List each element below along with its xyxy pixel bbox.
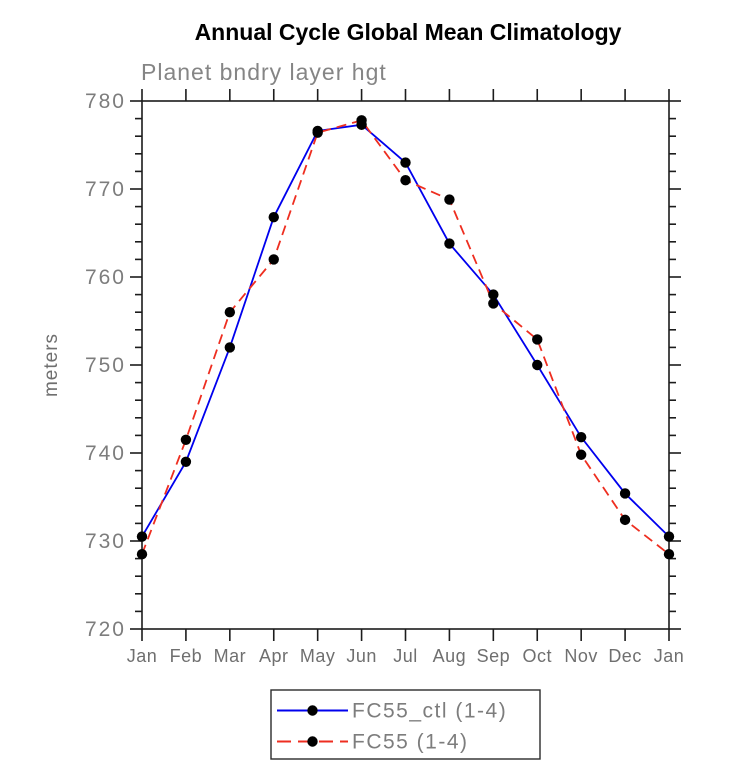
month-label: May bbox=[300, 646, 336, 666]
y-tick-label: 750 bbox=[85, 354, 126, 377]
y-tick-label: 730 bbox=[85, 530, 126, 553]
plot-legend: FC55_ctl (1-4) FC55 (1-4) bbox=[270, 689, 541, 760]
data-point-fc55 bbox=[356, 115, 367, 126]
month-label: Jun bbox=[346, 646, 377, 666]
data-point-fc55 bbox=[312, 127, 323, 138]
data-point-fc55 bbox=[268, 254, 279, 265]
chart-title: Annual Cycle Global Mean Climatology bbox=[195, 19, 622, 45]
data-point-fc55-ctl bbox=[663, 531, 675, 542]
month-label: Sep bbox=[477, 646, 511, 666]
data-point-fc55 bbox=[575, 449, 587, 460]
data-point-fc55-ctl bbox=[575, 431, 587, 443]
month-label: Mar bbox=[214, 646, 247, 666]
y-tick-label: 740 bbox=[85, 442, 126, 465]
legend-box bbox=[270, 689, 541, 760]
y-tick-label: 760 bbox=[85, 266, 126, 289]
legend-label: FC55 (1-4) bbox=[352, 731, 469, 754]
legend-marker bbox=[307, 705, 318, 716]
data-point-fc55-ctl bbox=[400, 157, 411, 168]
data-point-fc55 bbox=[224, 307, 236, 318]
y-axis-label: meters bbox=[41, 333, 62, 397]
chart-subtitle: Planet bndry layer hgt bbox=[141, 59, 387, 85]
data-point-fc55-ctl bbox=[488, 289, 499, 300]
plot-series bbox=[136, 115, 675, 560]
data-point-fc55 bbox=[619, 514, 631, 526]
data-point-fc55 bbox=[136, 549, 148, 560]
data-point-fc55-ctl bbox=[532, 359, 543, 371]
month-label: Aug bbox=[433, 646, 467, 666]
y-tick-label: 720 bbox=[85, 618, 126, 641]
data-point-fc55 bbox=[180, 434, 192, 445]
plot-axes: 720 730 740 750 760 770 780 Jan Feb Mar Apr May Jun J… bbox=[85, 89, 684, 666]
legend-marker bbox=[307, 736, 318, 747]
data-point-fc55 bbox=[444, 194, 455, 205]
data-point-fc55-ctl bbox=[180, 456, 192, 467]
data-point-fc55-ctl bbox=[268, 211, 279, 223]
month-label: Jul bbox=[393, 646, 418, 666]
month-label: Jan bbox=[127, 646, 158, 666]
month-label: Oct bbox=[522, 646, 552, 666]
data-point-fc55-ctl bbox=[444, 238, 455, 249]
month-label: Feb bbox=[170, 646, 203, 666]
y-tick-label: 780 bbox=[85, 90, 126, 113]
month-label: Jan bbox=[654, 646, 685, 666]
data-point-fc55 bbox=[532, 334, 543, 345]
month-label: Nov bbox=[564, 646, 598, 666]
series-line-fc55-ctl bbox=[141, 123, 670, 538]
data-point-fc55 bbox=[488, 298, 499, 309]
data-point-fc55-ctl bbox=[224, 342, 236, 353]
y-tick-label: 770 bbox=[85, 178, 126, 201]
data-point-fc55-ctl bbox=[136, 531, 148, 542]
month-label: Dec bbox=[608, 646, 642, 666]
data-point-fc55 bbox=[663, 549, 675, 560]
data-point-fc55-ctl bbox=[619, 488, 631, 499]
month-label: Apr bbox=[259, 646, 289, 666]
series-line-fc55 bbox=[141, 119, 670, 555]
data-point-fc55 bbox=[400, 175, 411, 186]
legend-label: FC55_ctl (1-4) bbox=[352, 700, 507, 723]
